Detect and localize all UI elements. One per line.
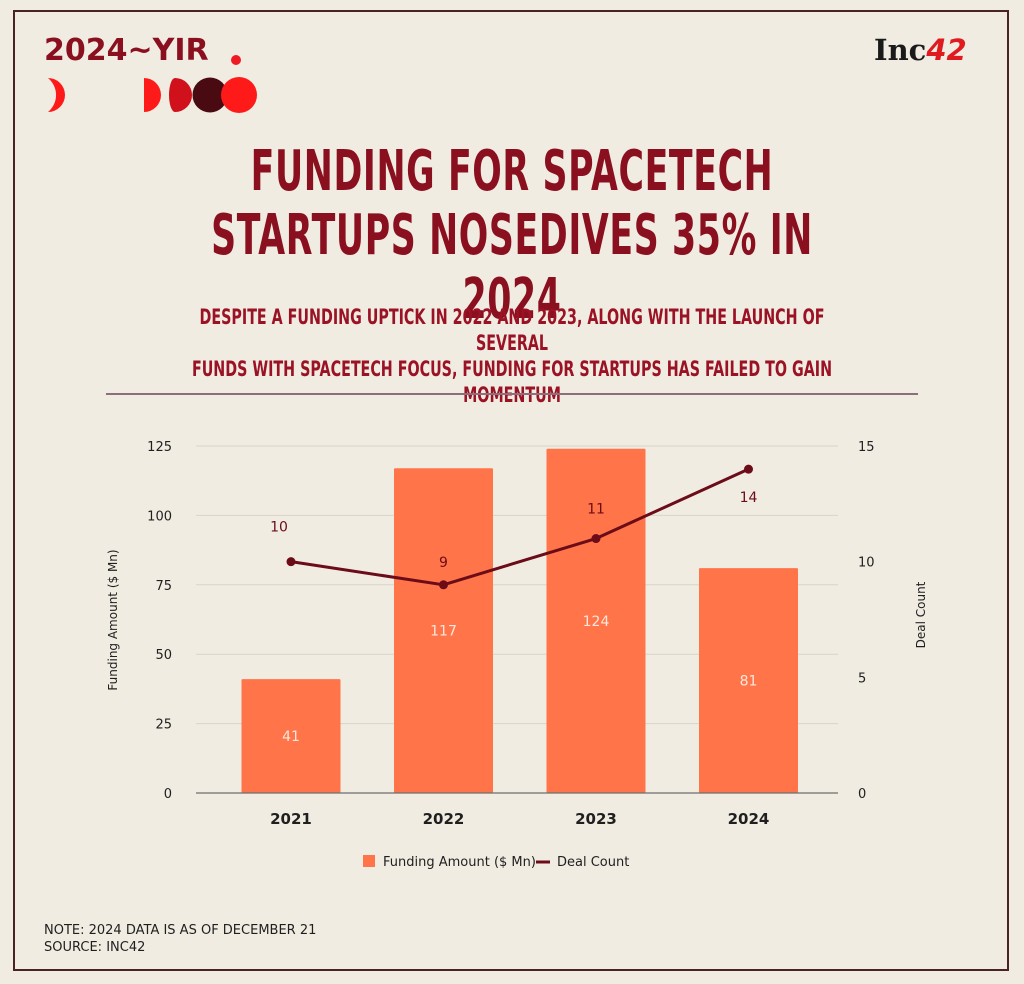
inc42-logo: Inc42 (874, 36, 967, 65)
y2-axis-tick: 0 (858, 787, 866, 802)
y-axis-tick: 100 (147, 509, 172, 524)
y2-axis-title: Deal Count (914, 581, 928, 648)
series-title-dot (231, 55, 241, 65)
footer-source: SOURCE: INC42 (44, 940, 146, 955)
x-axis-tick: 2023 (575, 810, 617, 828)
y-axis-tick: 75 (155, 579, 172, 594)
bar-2021 (241, 679, 341, 793)
deal-count-point (591, 534, 601, 544)
headline-line-2: STARTUPS NOSEDIVES 35% IN 2024 (211, 203, 813, 332)
x-axis-tick: 2024 (728, 810, 770, 828)
legend-bar-label: Funding Amount ($ Mn) (383, 855, 536, 870)
y-axis-title: Funding Amount ($ Mn) (106, 549, 120, 690)
bar-2022 (394, 468, 493, 793)
series-title: 2024~YIR (44, 33, 209, 68)
y2-axis-tick: 5 (858, 671, 866, 686)
deal-count-label: 11 (587, 502, 605, 518)
subheadline: DESPITE A FUNDING UPTICK IN 2022 AND 202… (164, 304, 860, 408)
deal-count-line (290, 467, 750, 587)
legend-line-label: Deal Count (557, 855, 629, 870)
bar-2024 (699, 568, 798, 793)
bar-value-label: 124 (583, 614, 610, 630)
bar-value-label: 41 (282, 729, 300, 745)
deal-count-point (744, 464, 753, 474)
y2-axis-tick: 15 (858, 440, 875, 455)
moon-phases-icon (48, 77, 257, 113)
x-axis-tick: 2022 (423, 810, 465, 828)
brand-text: Inc (874, 33, 927, 67)
y-axis-tick: 25 (155, 718, 172, 733)
section-divider (106, 393, 918, 395)
y2-axis-tick: 10 (858, 556, 875, 571)
deal-count-label: 14 (740, 490, 758, 506)
x-axis-tick: 2021 (270, 810, 312, 828)
headline-line-1: FUNDING FOR SPACETECH (250, 139, 774, 204)
infographic-frame (13, 10, 1009, 971)
bar-value-label: 81 (740, 674, 758, 690)
y-axis-tick: 0 (164, 787, 172, 802)
footer-notes: NOTE: 2024 DATA IS AS OF DECEMBER 21 SOU… (44, 922, 316, 956)
bar-value-label: 117 (430, 624, 457, 640)
y-axis-tick: 125 (147, 440, 172, 455)
brand-number: 42 (926, 33, 967, 67)
deal-count-point (439, 580, 448, 590)
headline: FUNDING FOR SPACETECH STARTUPS NOSEDIVES… (195, 140, 830, 332)
footer-note: NOTE: 2024 DATA IS AS OF DECEMBER 21 (44, 923, 317, 938)
y-axis-tick: 50 (155, 648, 172, 663)
subheadline-line-2: FUNDS WITH SPACETECH FOCUS, FUNDING FOR … (191, 357, 833, 407)
legend-bar-swatch (363, 855, 375, 867)
deal-count-label: 9 (439, 555, 448, 571)
bar-2023 (546, 448, 646, 793)
deal-count-point (286, 557, 296, 567)
subheadline-line-1: DESPITE A FUNDING UPTICK IN 2022 AND 202… (199, 305, 825, 355)
deal-count-label: 10 (270, 520, 288, 536)
